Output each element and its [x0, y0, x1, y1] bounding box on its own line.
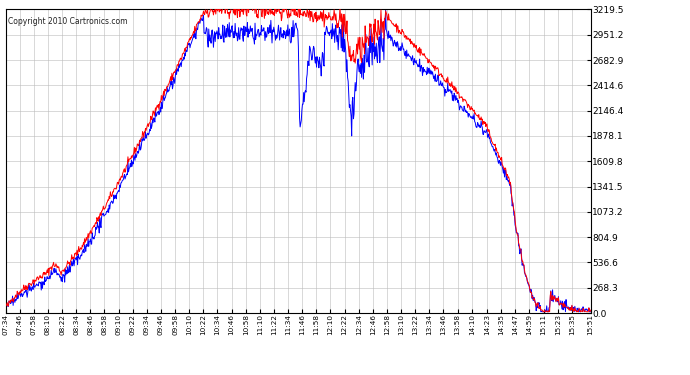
Text: Copyright 2010 Cartronics.com: Copyright 2010 Cartronics.com	[8, 17, 128, 26]
Text: Total PV Panel Power (red)/Inverter Power Output (watts blue)  Wed Dec 15 16:00: Total PV Panel Power (red)/Inverter Powe…	[134, 12, 556, 21]
